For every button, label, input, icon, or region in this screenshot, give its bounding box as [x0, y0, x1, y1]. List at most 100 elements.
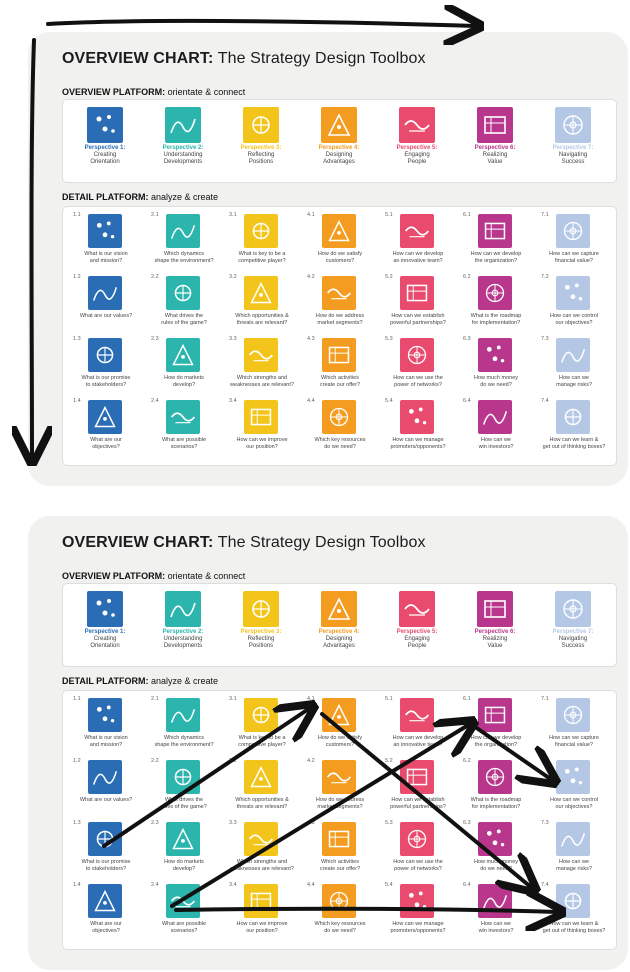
tool-number: 7.1 — [541, 696, 549, 702]
perspective-card[interactable]: Perspective 2: Understanding Developments — [147, 591, 219, 650]
detail-tool-6-1[interactable]: 6.1 How can we develop the organization? — [457, 212, 529, 274]
perspective-label: Perspective 3: Reflecting Positions — [225, 629, 297, 650]
detail-tool-6-3[interactable]: 6.3 How much money do we need? — [457, 336, 529, 398]
detail-tool-3-1[interactable]: 3.1 What is key to be a competitive player… — [223, 696, 295, 758]
detail-tool-6-1[interactable]: 6.1 How can we develop the organization? — [457, 696, 529, 758]
tool-icon — [166, 760, 200, 794]
detail-tool-3-3[interactable]: 3.3 Which strengths and weaknesses are rel… — [223, 820, 295, 882]
detail-tool-1-4[interactable]: 1.4 What are our objectives? — [67, 882, 139, 944]
detail-tool-4-2[interactable]: 4.2 How do we address market segments? — [301, 758, 373, 820]
perspective-card[interactable]: Perspective 5: Engaging People — [381, 107, 453, 166]
tool-number: 6.3 — [463, 820, 471, 826]
tool-question-line2: competitive player? — [238, 258, 286, 264]
tool-icon — [322, 822, 356, 856]
tool-icon — [478, 884, 512, 918]
detail-tool-3-4[interactable]: 3.4 How can we improve our position? — [223, 882, 295, 944]
perspective-card[interactable]: Perspective 6: Realizing Value — [459, 591, 531, 650]
detail-tool-1-1[interactable]: 1.1 What is our vision and mission? — [67, 696, 139, 758]
perspective-card[interactable]: Perspective 3: Reflecting Positions — [225, 107, 297, 166]
detail-tool-7-3[interactable]: 7.3 How can we manage risks? — [535, 820, 607, 882]
perspective-card[interactable]: Perspective 5: Engaging People — [381, 591, 453, 650]
detail-tool-2-1[interactable]: 2.1 Which dynamics shape the environment? — [145, 212, 217, 274]
detail-tool-2-3[interactable]: 2.3 How do markets develop? — [145, 820, 217, 882]
detail-tool-4-3[interactable]: 4.3 Which activities create our offer? — [301, 336, 373, 398]
perspective-label: Perspective 4: Designing Advantages — [303, 629, 375, 650]
detail-tool-2-4[interactable]: 2.4 What are possible scenarios? — [145, 398, 217, 460]
detail-tool-4-2[interactable]: 4.2 How do we address market segments? — [301, 274, 373, 336]
tool-question-line1: What is the roadmap — [470, 797, 522, 803]
tool-question: What is our promise to stakeholders? — [67, 375, 145, 389]
detail-tool-1-3[interactable]: 1.3 What is our promise to stakeholders? — [67, 336, 139, 398]
detail-tool-7-1[interactable]: 7.1 How can we capture financial value? — [535, 212, 607, 274]
tool-question-line2: our objectives? — [555, 320, 593, 326]
detail-platform-title: DETAIL PLATFORM: analyze & create — [62, 192, 218, 202]
detail-tool-4-3[interactable]: 4.3 Which activities create our offer? — [301, 820, 373, 882]
detail-tool-2-3[interactable]: 2.3 How do markets develop? — [145, 336, 217, 398]
detail-tool-7-4[interactable]: 7.4 How can we learn & get out of thinking… — [535, 398, 607, 460]
tool-question-line1: How can we establish — [391, 797, 445, 803]
perspective-card[interactable]: Perspective 7: Navigating Success — [537, 107, 609, 166]
detail-tool-7-4[interactable]: 7.4 How can we learn & get out of thinking… — [535, 882, 607, 944]
detail-tool-2-4[interactable]: 2.4 What are possible scenarios? — [145, 882, 217, 944]
tool-number: 4.4 — [307, 398, 315, 404]
detail-tool-6-2[interactable]: 6.2 What is the roadmap for implementation… — [457, 758, 529, 820]
tool-icon — [400, 276, 434, 310]
detail-tool-5-4[interactable]: 5.4 How can we manage promoters/opponents? — [379, 398, 451, 460]
tool-question-line2: an innovative team? — [393, 258, 443, 264]
tool-icon — [322, 884, 356, 918]
detail-tool-3-1[interactable]: 3.1 What is key to be a competitive player… — [223, 212, 295, 274]
detail-tool-1-3[interactable]: 1.3 What is our promise to stakeholders? — [67, 820, 139, 882]
detail-tool-2-2[interactable]: 2.2 What drives the rules of the game? — [145, 274, 217, 336]
detail-tool-6-3[interactable]: 6.3 How much money do we need? — [457, 820, 529, 882]
detail-tool-5-4[interactable]: 5.4 How can we manage promoters/opponents? — [379, 882, 451, 944]
tool-icon — [556, 214, 590, 248]
detail-tool-3-3[interactable]: 3.3 Which strengths and weaknesses are rel… — [223, 336, 295, 398]
tool-icon — [556, 400, 590, 434]
perspective-label: Perspective 3: Reflecting Positions — [225, 145, 297, 166]
detail-tool-1-4[interactable]: 1.4 What are our objectives? — [67, 398, 139, 460]
detail-tool-7-3[interactable]: 7.3 How can we manage risks? — [535, 336, 607, 398]
detail-tool-5-1[interactable]: 5.1 How can we develop an innovative team? — [379, 696, 451, 758]
detail-tool-2-2[interactable]: 2.2 What drives the rules of the game? — [145, 758, 217, 820]
stars-icon — [87, 591, 123, 627]
detail-tool-3-2[interactable]: 3.2 Which opportunities & threats are rele… — [223, 274, 295, 336]
detail-tool-5-3[interactable]: 5.3 How can we use the power of networks? — [379, 336, 451, 398]
detail-tool-1-2[interactable]: 1.2 What are our values? — [67, 274, 139, 336]
tool-number: 2.4 — [151, 882, 159, 888]
perspective-card[interactable]: Perspective 4: Designing Advantages — [303, 591, 375, 650]
perspective-card[interactable]: Perspective 3: Reflecting Positions — [225, 591, 297, 650]
detail-tool-4-1[interactable]: 4.1 How do we satisfy customers? — [301, 696, 373, 758]
detail-tool-7-2[interactable]: 7.2 How can we control our objectives? — [535, 758, 607, 820]
perspective-card[interactable]: Perspective 4: Designing Advantages — [303, 107, 375, 166]
perspective-line1: Designing — [325, 152, 353, 158]
perspective-card[interactable]: Perspective 1: Creating Orientation — [69, 107, 141, 166]
detail-tool-1-2[interactable]: 1.2 What are our values? — [67, 758, 139, 820]
tool-question: What are our objectives? — [67, 921, 145, 935]
perspective-card[interactable]: Perspective 2: Understanding Developments — [147, 107, 219, 166]
perspective-card[interactable]: Perspective 1: Creating Orientation — [69, 591, 141, 650]
tool-icon — [478, 822, 512, 856]
detail-tool-5-2[interactable]: 5.2 How can we establish powerful partners… — [379, 274, 451, 336]
perspective-label: Perspective 2: Understanding Developments — [147, 629, 219, 650]
detail-tool-7-1[interactable]: 7.1 How can we capture financial value? — [535, 696, 607, 758]
detail-tool-5-1[interactable]: 5.1 How can we develop an innovative team? — [379, 212, 451, 274]
detail-tool-6-4[interactable]: 6.4 How can we win investors? — [457, 882, 529, 944]
detail-tool-1-1[interactable]: 1.1 What is our vision and mission? — [67, 212, 139, 274]
detail-tool-6-4[interactable]: 6.4 How can we win investors? — [457, 398, 529, 460]
perspective-card[interactable]: Perspective 7: Navigating Success — [537, 591, 609, 650]
detail-tool-3-2[interactable]: 3.2 Which opportunities & threats are rele… — [223, 758, 295, 820]
detail-tool-4-1[interactable]: 4.1 How do we satisfy customers? — [301, 212, 373, 274]
detail-tool-3-4[interactable]: 3.4 How can we improve our position? — [223, 398, 295, 460]
detail-tool-4-4[interactable]: 4.4 Which key resources do we need? — [301, 398, 373, 460]
perspective-card[interactable]: Perspective 6: Realizing Value — [459, 107, 531, 166]
detail-tool-4-4[interactable]: 4.4 Which key resources do we need? — [301, 882, 373, 944]
detail-tool-5-2[interactable]: 5.2 How can we establish powerful partners… — [379, 758, 451, 820]
detail-tool-2-1[interactable]: 2.1 Which dynamics shape the environment? — [145, 696, 217, 758]
tool-question-line2: the organization? — [474, 742, 518, 748]
perspective-line1: Realizing — [482, 152, 508, 158]
perspective-label: Perspective 5: Engaging People — [381, 629, 453, 650]
detail-tool-5-3[interactable]: 5.3 How can we use the power of networks? — [379, 820, 451, 882]
detail-tool-6-2[interactable]: 6.2 What is the roadmap for implementation… — [457, 274, 529, 336]
detail-tool-7-2[interactable]: 7.2 How can we control our objectives? — [535, 274, 607, 336]
tool-question: How do we satisfy customers? — [301, 251, 379, 265]
